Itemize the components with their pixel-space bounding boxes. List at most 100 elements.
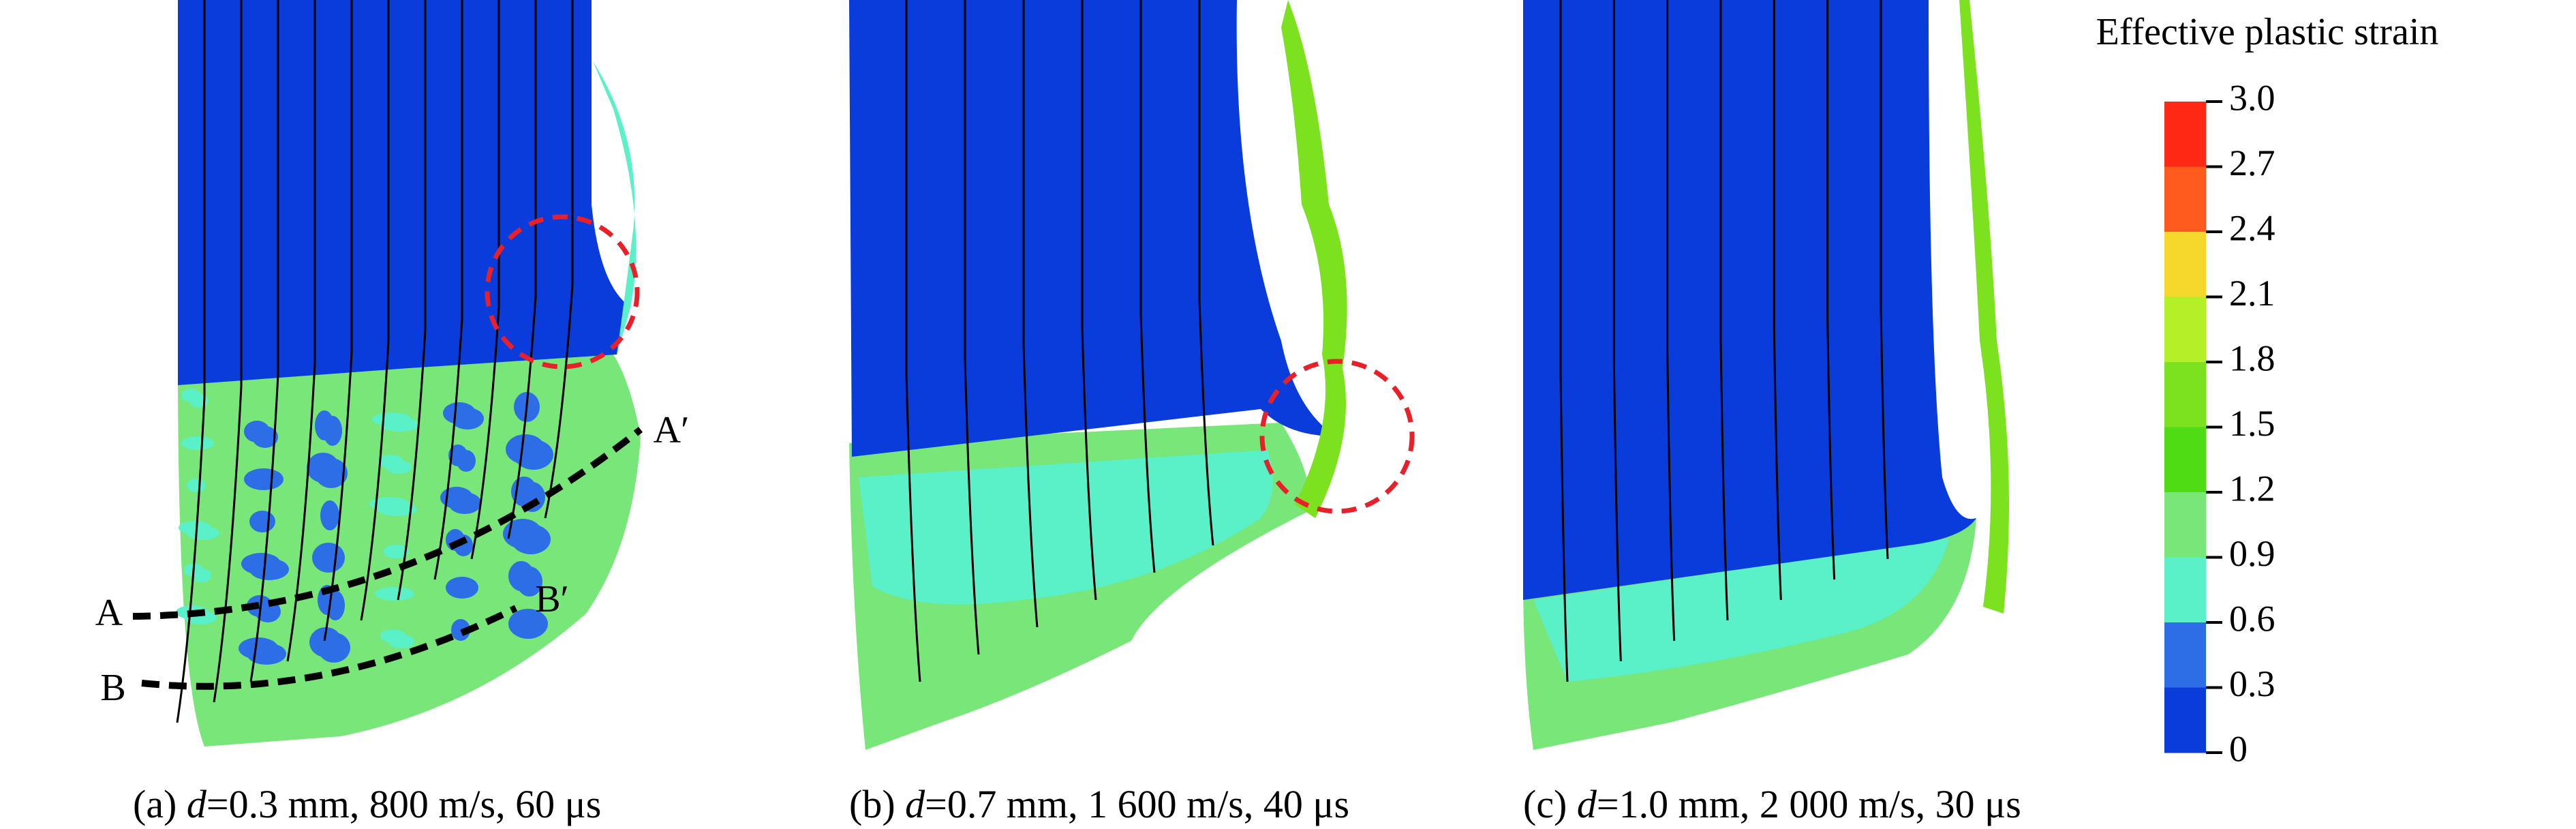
annotation: A bbox=[95, 592, 123, 634]
colorbar-segment bbox=[2164, 622, 2206, 688]
annotation: A′ bbox=[654, 409, 690, 451]
mesh-line bbox=[1559, 0, 1569, 682]
panel-a-lower bbox=[178, 355, 641, 747]
annotation: B′ bbox=[535, 578, 569, 620]
strain-patch bbox=[187, 526, 219, 540]
mesh-line bbox=[213, 0, 243, 703]
caption-var: d bbox=[1577, 782, 1597, 826]
panel-b-lines bbox=[905, 0, 1214, 682]
mesh-line bbox=[1773, 0, 1782, 601]
caption: (a) d=0.3 mm, 800 m/s, 60 μs bbox=[133, 782, 601, 826]
mesh-line bbox=[286, 0, 316, 662]
strain-patch bbox=[315, 458, 348, 488]
strain-patch bbox=[380, 418, 420, 432]
section-line-a bbox=[132, 427, 643, 620]
colorbar-tick-label: 1.8 bbox=[2229, 337, 2275, 378]
strain-patch bbox=[517, 567, 542, 597]
colorbar: 3.0 2.7 2.4 2.1 1.8 1.5 1.2 0.9 0.6 0.3 0 bbox=[2164, 77, 2275, 769]
mesh-line bbox=[1081, 0, 1097, 601]
panel-b-aqua bbox=[859, 450, 1273, 605]
colorbar-segment bbox=[2164, 427, 2206, 493]
mesh-line bbox=[249, 0, 279, 682]
highlight-circle bbox=[485, 214, 640, 370]
mesh-line bbox=[964, 0, 980, 655]
colorbar-tick-label: 1.2 bbox=[2229, 468, 2275, 509]
colorbar-tick-label: 0 bbox=[2229, 728, 2248, 769]
panel-a-sliver bbox=[593, 61, 637, 355]
mesh-line bbox=[1880, 0, 1889, 560]
strain-patch bbox=[457, 450, 476, 472]
caption-var: d bbox=[905, 782, 925, 826]
caption-text: =0.7 mm, 1 600 m/s, 40 μs bbox=[925, 782, 1349, 826]
caption-text: =1.0 mm, 2 000 m/s, 30 μs bbox=[1597, 782, 2021, 826]
caption-label: (b) bbox=[849, 782, 905, 826]
panel-c-aqua bbox=[1533, 539, 1949, 682]
colorbar-segment bbox=[2164, 232, 2206, 297]
panel-c-blue bbox=[1523, 0, 1976, 600]
panel-a-patches bbox=[176, 389, 553, 665]
strain-patch bbox=[181, 436, 214, 450]
colorbar-segment bbox=[2164, 687, 2206, 753]
strain-patch bbox=[247, 643, 286, 665]
strain-patch bbox=[192, 569, 211, 582]
mesh-line bbox=[397, 0, 427, 601]
mesh-line bbox=[1826, 0, 1836, 580]
strain-patch bbox=[252, 426, 278, 448]
strain-patch bbox=[448, 492, 481, 514]
mesh-line bbox=[360, 0, 390, 621]
panel-b-blue bbox=[849, 0, 1336, 457]
colorbar-segment bbox=[2164, 492, 2206, 558]
strain-patch bbox=[244, 468, 283, 490]
colorbar-tick-label: 2.1 bbox=[2229, 273, 2275, 314]
colorbar-segment bbox=[2164, 166, 2206, 232]
section-line-b bbox=[141, 605, 518, 690]
simulation-panels bbox=[132, 0, 2009, 750]
colorbar-tick-label: 2.7 bbox=[2229, 142, 2275, 183]
strain-patch bbox=[323, 416, 342, 446]
caption: (b) d=0.7 mm, 1 600 m/s, 40 μs bbox=[849, 782, 1349, 826]
strain-patch bbox=[388, 635, 414, 648]
colorbar-tick-label: 1.5 bbox=[2229, 403, 2275, 444]
panel-a-blue bbox=[178, 0, 630, 385]
colorbar-segment bbox=[2164, 557, 2206, 623]
strain-patch bbox=[187, 479, 206, 492]
colorbar-tick-label: 0.9 bbox=[2229, 533, 2275, 574]
strain-patch bbox=[318, 633, 350, 663]
strain-patch bbox=[446, 577, 478, 599]
mesh-line bbox=[1198, 0, 1214, 546]
panel-c-sliver bbox=[1959, 0, 2009, 614]
strain-patch bbox=[378, 502, 417, 516]
mesh-line bbox=[1719, 0, 1729, 621]
mesh-line bbox=[1139, 0, 1156, 573]
mesh-line bbox=[323, 0, 353, 642]
colorbar-tick-label: 2.4 bbox=[2229, 207, 2275, 248]
mesh-line bbox=[1022, 0, 1039, 628]
caption: (c) d=1.0 mm, 2 000 m/s, 30 μs bbox=[1523, 782, 2021, 826]
strain-patch bbox=[320, 500, 339, 530]
caption-label: (c) bbox=[1523, 782, 1577, 826]
strain-patch bbox=[189, 394, 209, 408]
strain-patch bbox=[375, 587, 414, 601]
colorbar-segment bbox=[2164, 102, 2206, 167]
strain-patch bbox=[249, 558, 289, 580]
colorbar-segment bbox=[2164, 362, 2206, 427]
caption-var: d bbox=[187, 782, 207, 826]
colorbar-tick-label: 0.3 bbox=[2229, 663, 2275, 704]
panel-c-lines bbox=[1559, 0, 1889, 682]
panel-b-sliver bbox=[1281, 0, 1347, 518]
caption-text: =0.3 mm, 800 m/s, 60 μs bbox=[206, 782, 601, 826]
strain-patch bbox=[386, 460, 412, 474]
strain-patch bbox=[514, 440, 553, 470]
colorbar-segment bbox=[2164, 297, 2206, 363]
colorbar-tick-label: 0.6 bbox=[2229, 598, 2275, 639]
mesh-line bbox=[1612, 0, 1622, 662]
strain-patch bbox=[508, 609, 548, 639]
strain-patch bbox=[511, 524, 551, 554]
strain-patch bbox=[312, 543, 345, 573]
colorbar-title: Effective plastic strain bbox=[2096, 11, 2439, 53]
highlight-circle bbox=[1259, 359, 1415, 514]
strain-patch bbox=[451, 408, 484, 429]
caption-label: (a) bbox=[133, 782, 187, 826]
